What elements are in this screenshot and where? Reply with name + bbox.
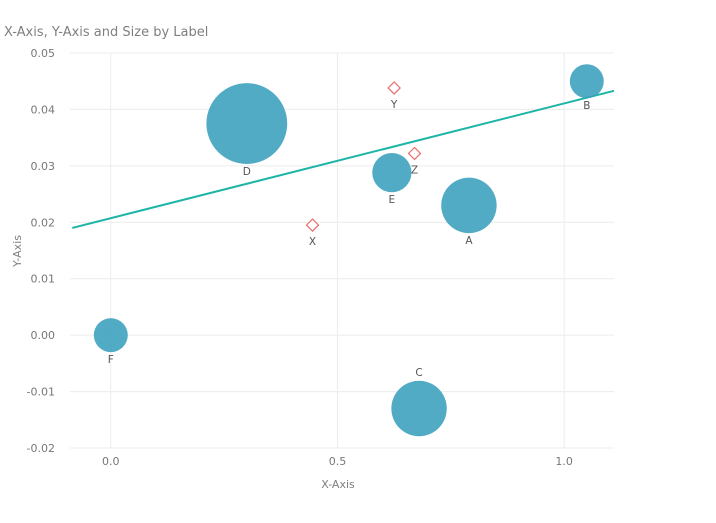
x-axis-title: X-Axis — [321, 478, 355, 491]
diamond-z — [407, 146, 422, 161]
point-label-x: X — [309, 236, 316, 248]
bubble-c — [391, 380, 447, 437]
diamond-y — [387, 81, 401, 95]
point-label-d: D — [243, 166, 251, 178]
mark-layer: A B C D E F X Y Z — [93, 64, 604, 437]
point-label-z: Z — [411, 164, 418, 176]
point-label-f: F — [108, 354, 114, 366]
point-label-b: B — [583, 100, 590, 112]
point-label-y: Y — [390, 99, 398, 111]
bubble-e — [372, 153, 412, 193]
bubble-a — [441, 177, 497, 234]
y-tick-label: 0.03 — [31, 160, 56, 173]
y-tick-label: 0.02 — [31, 216, 56, 229]
point-label-c: C — [415, 367, 422, 379]
diamond-x — [305, 218, 320, 232]
x-tick-label: 0.0 — [102, 455, 120, 468]
y-tick-label: -0.01 — [27, 386, 55, 399]
y-tick-label: 0.00 — [31, 329, 56, 342]
bubble-f — [93, 318, 128, 353]
x-tick-label: 1.0 — [555, 455, 573, 468]
y-axis-title: Y-Axis — [11, 235, 24, 268]
grid-layer — [70, 52, 614, 449]
y-tick-label: 0.04 — [31, 103, 56, 116]
chart-title: X-Axis, Y-Axis and Size by Label — [4, 25, 208, 40]
y-tick-label: 0.05 — [31, 47, 56, 60]
tick-layer: 0.05 0.04 0.03 0.02 0.01 0.00 -0.01 -0.02 0.0 0.5… — [27, 47, 573, 468]
point-label-e: E — [389, 194, 396, 206]
bubble-b — [569, 64, 604, 99]
trend-layer — [72, 89, 615, 229]
trendline — [72, 89, 615, 229]
point-label-a: A — [465, 235, 473, 247]
y-tick-label: 0.01 — [31, 273, 56, 286]
bubble-d — [206, 83, 288, 164]
y-tick-label: -0.02 — [27, 442, 55, 455]
x-tick-label: 0.5 — [329, 455, 347, 468]
